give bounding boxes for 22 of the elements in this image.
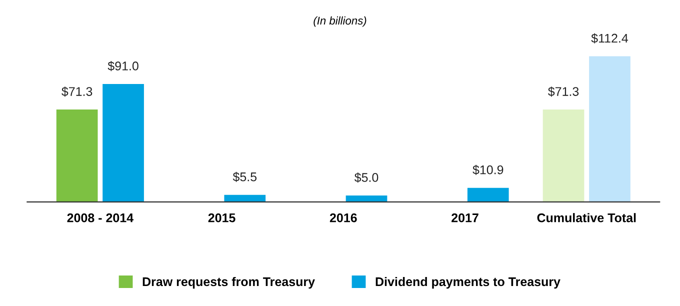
bar — [589, 56, 630, 202]
x-tick-label: 2016 — [330, 213, 357, 222]
bar — [56, 110, 98, 202]
bar — [346, 195, 388, 202]
x-tick-label: 2008 - 2014 — [67, 213, 134, 222]
x-tick-label: Cumulative Total — [537, 213, 636, 222]
data-label: $112.4 — [591, 33, 628, 44]
legend-label: Dividend payments to Treasury — [376, 276, 560, 289]
bar — [224, 194, 266, 202]
bar — [467, 188, 509, 202]
data-label: $71.3 — [548, 86, 579, 97]
chart-title: (In billions) — [314, 16, 366, 27]
legend-label: Draw requests from Treasury — [142, 276, 315, 289]
data-label: $5.5 — [232, 172, 257, 182]
data-label: $10.9 — [472, 164, 504, 175]
data-label: $91.0 — [108, 61, 138, 72]
x-tick-label: 2017 — [452, 213, 478, 222]
data-label: $71.3 — [62, 86, 92, 97]
data-label: $5.0 — [354, 172, 378, 183]
x-tick-label: 2015 — [208, 213, 236, 222]
bar — [542, 110, 584, 202]
bar — [102, 84, 144, 202]
